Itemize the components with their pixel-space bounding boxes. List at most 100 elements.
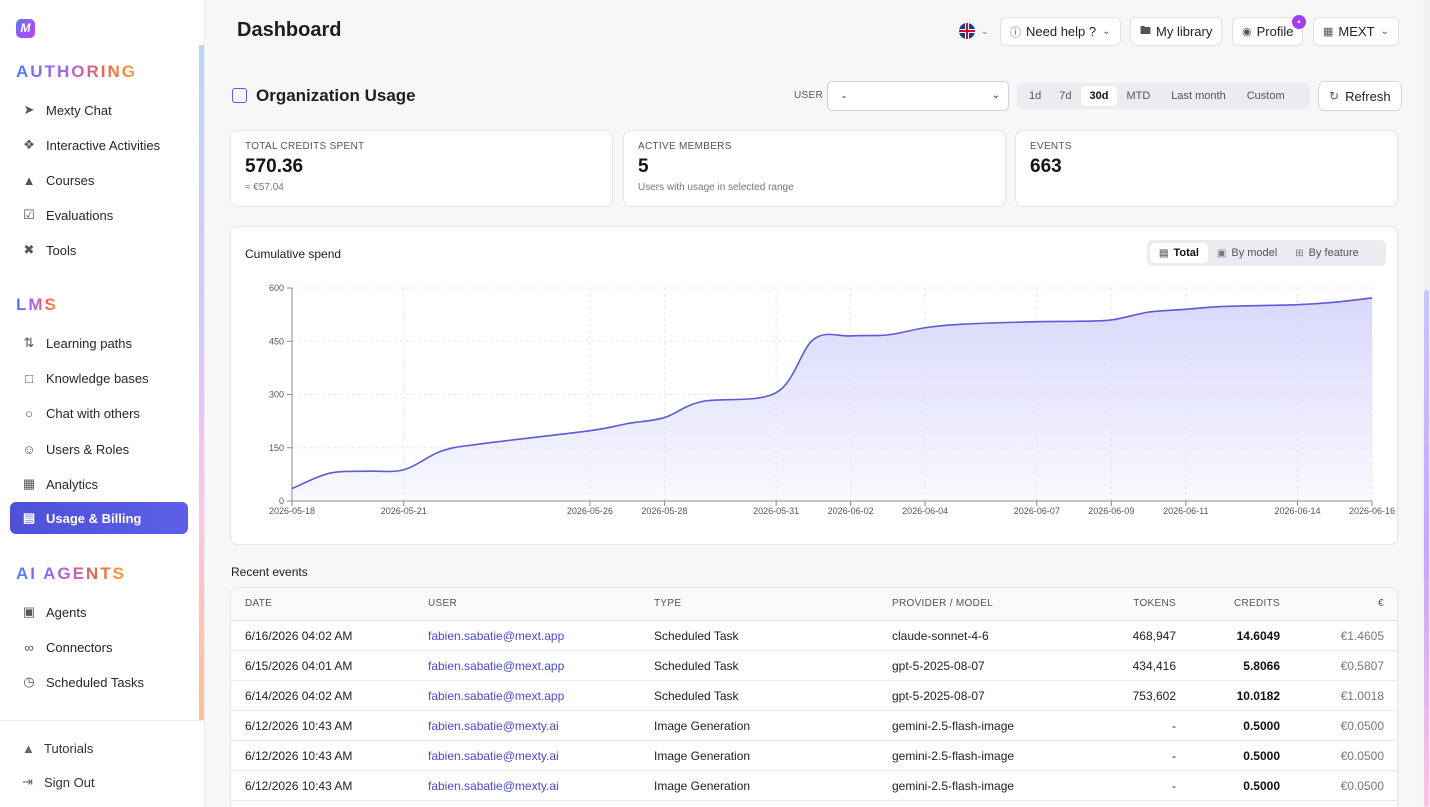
cell-eur: €0.5807 xyxy=(1340,659,1384,673)
my-library-button[interactable]: 🖿 My library xyxy=(1130,17,1223,46)
y-tick-label: 450 xyxy=(269,336,284,346)
uk-flag-icon[interactable] xyxy=(959,23,975,39)
view-by-model-button[interactable]: ▣ By model xyxy=(1216,247,1278,259)
sidebar-scroll-rail[interactable] xyxy=(199,45,204,721)
user-filter-select[interactable]: - ⌄ xyxy=(827,81,1009,111)
folder-icon: 🖿 xyxy=(1140,25,1151,37)
range-last-month-button[interactable]: Last month xyxy=(1171,90,1226,102)
profile-button[interactable]: ◉ Profile xyxy=(1232,17,1304,46)
column-header-date[interactable]: DATE xyxy=(245,598,273,609)
cell-type: Image Generation xyxy=(654,719,751,733)
org-switcher-button[interactable]: ▦ MEXT ⌄ xyxy=(1313,17,1399,46)
cell-user[interactable]: fabien.sabatie@mexty.ai xyxy=(428,779,559,793)
cell-user[interactable]: fabien.sabatie@mext.app xyxy=(428,659,565,673)
cell-tokens: - xyxy=(1172,719,1176,733)
sidebar-item-scheduled-tasks[interactable]: ◷ Scheduled Tasks xyxy=(23,674,145,690)
cell-date: 6/12/2026 10:43 AM xyxy=(245,779,353,793)
sidebar-item-evaluations[interactable]: ☑ Evaluations xyxy=(23,207,114,223)
table-row[interactable]: 6/12/2026 10:43 AM fabien.sabatie@mexty.a… xyxy=(231,741,1397,771)
sidebar-item-tutorials[interactable]: ▲ Tutorials xyxy=(22,741,94,756)
column-header-user[interactable]: USER xyxy=(428,598,457,609)
chevron-down-icon[interactable]: ⌄ xyxy=(981,26,989,36)
view-total-button[interactable]: ▤ Total xyxy=(1150,243,1208,263)
app-logo[interactable]: M xyxy=(16,19,35,38)
cell-eur: €0.0500 xyxy=(1340,719,1384,733)
column-header-tokens[interactable]: TOKENS xyxy=(1133,598,1176,609)
section-title-authoring: AUTHORING xyxy=(16,62,137,81)
book-icon: □ xyxy=(25,370,33,386)
range-1d-button[interactable]: 1d xyxy=(1029,90,1042,102)
series-line xyxy=(291,297,1373,490)
view-by-feature-button[interactable]: ⊞ By feature xyxy=(1295,247,1359,259)
x-tick-label: 2026-05-26 xyxy=(567,506,613,516)
range-custom-button[interactable]: Custom xyxy=(1246,90,1285,102)
cell-date: 6/12/2026 10:43 AM xyxy=(245,719,353,733)
range-7d-button[interactable]: 7d xyxy=(1059,90,1072,102)
sidebar-item-sign-out[interactable]: ⇥ Sign Out xyxy=(22,774,95,790)
column-header-eur[interactable]: € xyxy=(1378,598,1384,609)
sidebar-item-courses[interactable]: ▲ Courses xyxy=(22,172,95,188)
cell-credits: 14.6049 xyxy=(1236,629,1280,643)
cell-user[interactable]: fabien.sabatie@mext.app xyxy=(428,689,565,703)
sidebar-item-connectors[interactable]: ∞ Connectors xyxy=(10,631,188,663)
cell-user[interactable]: fabien.sabatie@mexty.ai xyxy=(428,749,559,763)
sidebar-divider xyxy=(0,720,204,721)
column-header-type[interactable]: TYPE xyxy=(654,598,682,609)
chevron-down-icon: ⌄ xyxy=(1380,26,1389,37)
table-row[interactable]: 6/16/2026 04:02 AM fabien.sabatie@mext.ap… xyxy=(231,621,1397,651)
recent-events-table: DATE USER TYPE PROVIDER / MODEL TOKENS C… xyxy=(230,587,1398,807)
cpu-icon: ▣ xyxy=(22,604,36,619)
sidebar-item-chat-with-others[interactable]: ○ Chat with others xyxy=(10,397,188,429)
sidebar-item-agents[interactable]: ▣ Agents xyxy=(22,604,87,620)
x-tick-label: 2026-06-16 xyxy=(1349,506,1395,516)
clipboard-check-icon: ☑ xyxy=(23,207,35,222)
sidebar-item-knowledge-bases[interactable]: □ Knowledge bases xyxy=(10,362,188,394)
page-scrollbar-thumb[interactable] xyxy=(1424,290,1429,807)
range-mtd-button[interactable]: MTD xyxy=(1126,90,1151,102)
sidebar-item-tools[interactable]: ✖ Tools xyxy=(23,242,77,258)
users-icon: ☺ xyxy=(22,441,36,457)
x-tick-label: 2026-05-18 xyxy=(269,506,315,516)
column-header-credits[interactable]: CREDITS xyxy=(1234,598,1280,609)
cell-eur: €0.0500 xyxy=(1340,779,1384,793)
rocket-icon: ➤ xyxy=(23,102,35,117)
sidebar-item-interactive-activities[interactable]: ❖ Interactive Activities xyxy=(23,137,161,153)
sidebar-item-analytics[interactable]: ▦ Analytics xyxy=(22,476,99,492)
grid-icon: ⊞ xyxy=(1295,247,1304,259)
receipt-icon: ▤ xyxy=(22,510,36,525)
cell-date: 6/15/2026 04:01 AM xyxy=(245,659,353,673)
user-circle-icon: ◉ xyxy=(1242,26,1252,38)
need-help-button[interactable]: ⓘ Need help ? ⌄ xyxy=(1000,17,1121,46)
sidebar-item-usage-billing[interactable]: ▤ Usage & Billing xyxy=(10,502,188,534)
cell-type: Scheduled Task xyxy=(654,689,739,703)
table-row[interactable]: 6/12/2026 10:43 AM fabien.sabatie@mexty.a… xyxy=(231,711,1397,741)
sidebar-item-users-roles[interactable]: ☺ Users & Roles xyxy=(22,441,130,457)
x-tick-label: 2026-06-04 xyxy=(902,506,948,516)
sidebar-item-mexty-chat[interactable]: ➤ Mexty Chat xyxy=(23,102,112,118)
cell-model: gemini-2.5-flash-image xyxy=(892,779,1015,793)
section-title-ai-agents: AI AGENTS xyxy=(16,564,126,583)
column-header-provider-model[interactable]: PROVIDER / MODEL xyxy=(892,598,993,609)
cell-user[interactable]: fabien.sabatie@mext.app xyxy=(428,629,565,643)
chart-view-toggle: ▤ Total ▣ By model ⊞ By feature xyxy=(1147,240,1386,266)
refresh-button[interactable]: ↻ Refresh xyxy=(1318,81,1402,111)
table-row[interactable]: 6/14/2026 04:02 AM fabien.sabatie@mext.ap… xyxy=(231,681,1397,711)
cell-date: 6/16/2026 04:02 AM xyxy=(245,629,353,643)
range-30d-button[interactable]: 30d xyxy=(1080,86,1118,106)
y-tick-label: 150 xyxy=(269,443,284,453)
table-row[interactable]: 6/15/2026 04:01 AM fabien.sabatie@mext.ap… xyxy=(231,651,1397,681)
cell-user[interactable]: fabien.sabatie@mexty.ai xyxy=(428,719,559,733)
chevron-down-icon: ⌄ xyxy=(991,90,1000,101)
stat-label: EVENTS xyxy=(1030,141,1072,152)
cell-credits: 0.5000 xyxy=(1243,779,1280,793)
section-title-lms: LMS xyxy=(16,295,58,314)
stat-card-events: EVENTS 663 xyxy=(1015,130,1398,207)
x-tick-label: 2026-06-02 xyxy=(828,506,874,516)
cell-credits: 0.5000 xyxy=(1243,719,1280,733)
table-row[interactable]: 6/12/2026 10:43 AM fabien.sabatie@mexty.a… xyxy=(231,771,1397,801)
cell-model: gemini-2.5-flash-image xyxy=(892,719,1015,733)
cell-eur: €1.0018 xyxy=(1340,689,1384,703)
section-title: Organization Usage xyxy=(256,86,416,105)
chevron-down-icon: ⌄ xyxy=(1102,26,1111,37)
sidebar-item-learning-paths[interactable]: ⇅ Learning paths xyxy=(23,335,133,351)
